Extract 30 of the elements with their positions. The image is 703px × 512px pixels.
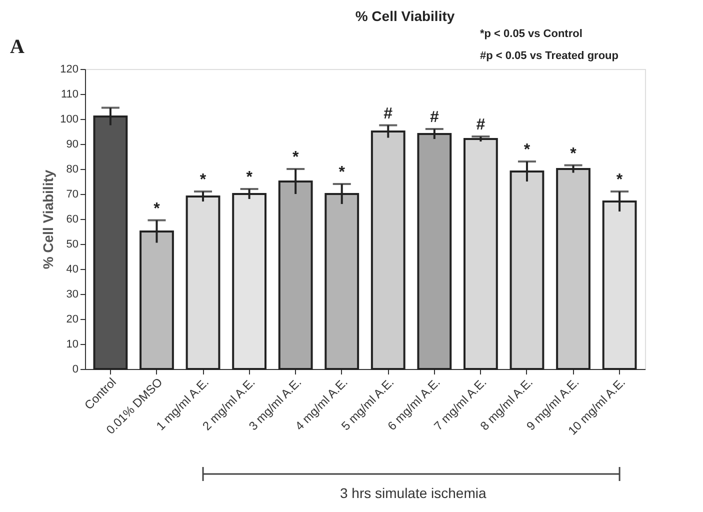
annotation: * bbox=[154, 200, 161, 218]
y-tick-label: 90 bbox=[66, 138, 78, 150]
y-tick-label: 0 bbox=[72, 364, 78, 376]
annotation: * bbox=[524, 142, 531, 158]
y-tick-label: 100 bbox=[60, 114, 78, 126]
text: *p < 0.05 vs Control bbox=[480, 28, 582, 40]
y-axis-title: % Cell Viability bbox=[355, 8, 455, 24]
text: A bbox=[10, 36, 25, 58]
annotation: * bbox=[246, 169, 254, 186]
annotation: * bbox=[200, 172, 207, 188]
annotation: # bbox=[384, 105, 393, 122]
annotation: # bbox=[430, 109, 439, 126]
text: % Cell Viability bbox=[40, 170, 56, 270]
annotation: # bbox=[476, 116, 486, 134]
y-tick-label: 120 bbox=[60, 64, 78, 76]
text: #p < 0.05 vs Treated group bbox=[480, 50, 619, 62]
annotation: * bbox=[338, 164, 346, 181]
y-tick-label: 30 bbox=[66, 288, 78, 300]
y-tick-label: 50 bbox=[66, 238, 78, 250]
y-tick-label: 60 bbox=[66, 214, 78, 226]
y-tick-label: 70 bbox=[66, 188, 78, 200]
y-tick-label: 110 bbox=[60, 88, 78, 100]
y-tick-label: 10 bbox=[66, 338, 78, 350]
y-tick-label: 40 bbox=[66, 264, 78, 276]
y-tick-label: 80 bbox=[66, 164, 78, 176]
y-tick-label: 20 bbox=[66, 314, 78, 326]
annotation: * bbox=[292, 149, 300, 166]
text: 3 hrs simulate ischemia bbox=[340, 485, 486, 501]
annotation: * bbox=[616, 172, 624, 188]
annotation: * bbox=[570, 145, 578, 162]
